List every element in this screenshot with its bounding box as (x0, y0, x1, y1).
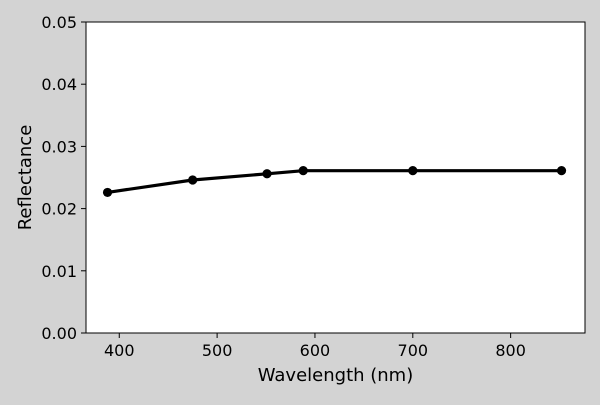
x-axis-label: Wavelength (nm) (258, 365, 414, 386)
x-tick-label: 700 (398, 341, 429, 360)
y-tick-label: 0.02 (41, 200, 77, 219)
data-point (102, 187, 113, 198)
data-point (188, 175, 198, 185)
y-tick-label: 0.01 (41, 262, 77, 281)
y-tick-label: 0.00 (41, 324, 77, 343)
x-tick-label: 600 (300, 341, 331, 360)
y-axis-label: Reflectance (15, 125, 36, 231)
y-tick-label: 0.05 (41, 13, 77, 32)
x-tick-label: 500 (202, 341, 233, 360)
plot-area (86, 22, 585, 333)
data-point (298, 166, 308, 176)
plot-frame (85, 21, 586, 334)
x-axis: 400 500 600 700 800 (104, 333, 526, 360)
y-tick-label: 0.04 (41, 75, 77, 94)
data-point (408, 166, 418, 176)
series-layer (102, 166, 567, 198)
x-tick-label: 800 (495, 341, 526, 360)
data-point (556, 166, 567, 176)
x-tick-label: 400 (104, 341, 135, 360)
y-tick-label: 0.03 (41, 137, 77, 156)
y-axis: 0.00 0.01 0.02 0.03 0.04 0.05 (41, 13, 86, 343)
series-line (107, 169, 562, 194)
data-point (262, 169, 272, 179)
